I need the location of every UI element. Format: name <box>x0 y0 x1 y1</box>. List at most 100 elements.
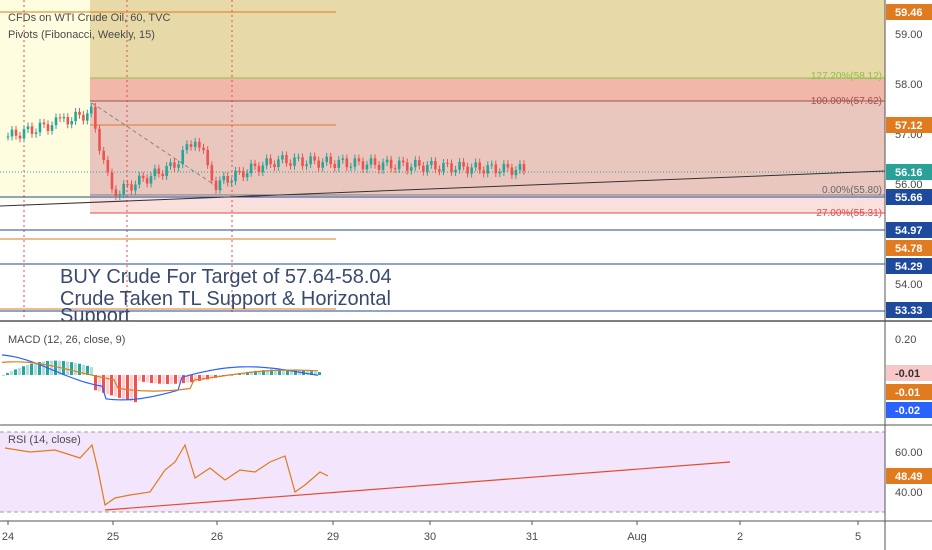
price-tag <box>886 189 932 205</box>
candle-body <box>226 176 229 183</box>
macd-histogram-bar <box>130 375 133 402</box>
time-label: 26 <box>211 531 223 543</box>
candle-body <box>289 163 292 166</box>
candle-body <box>430 160 433 165</box>
candle-body <box>357 158 361 162</box>
candle-body <box>218 180 222 190</box>
price-tag <box>886 117 932 133</box>
macd-histogram-bar <box>142 375 145 382</box>
fib-connector <box>91 102 223 191</box>
trade-annotation: BUY Crude For Target of 57.64-58.04 Crud… <box>55 266 392 327</box>
candle-body <box>462 161 465 167</box>
candle-body <box>193 141 197 147</box>
macd-histogram-bar <box>26 364 29 375</box>
macd-histogram-bar <box>310 371 313 375</box>
macd-histogram-bar <box>134 375 137 403</box>
candle-body <box>6 136 10 138</box>
candle-body <box>494 164 498 174</box>
macd-histogram-bar <box>70 362 73 375</box>
candle-body <box>206 149 209 166</box>
price-tag-label: 56.16 <box>895 167 923 179</box>
price-tag <box>886 222 932 238</box>
candle-body <box>249 163 253 174</box>
rsi-tag-label: 48.49 <box>895 471 923 483</box>
macd-tag <box>886 402 932 418</box>
macd-tag <box>886 365 932 381</box>
macd-histogram-bar <box>178 375 181 384</box>
candle-body <box>490 164 494 166</box>
macd-histogram-bar <box>194 375 197 382</box>
macd-histogram-bar <box>54 360 57 375</box>
macd-histogram-bar <box>98 375 101 392</box>
time-label: 5 <box>855 531 861 543</box>
candle-body <box>353 158 357 167</box>
candle-body <box>157 168 161 174</box>
candle-body <box>373 158 377 165</box>
candle-body <box>297 157 300 159</box>
macd-histogram-bar <box>278 369 281 375</box>
price-tag <box>886 258 932 274</box>
candle-body <box>426 164 429 172</box>
candle-body <box>165 166 168 177</box>
price-tag-label: 54.97 <box>895 225 923 237</box>
candle-body <box>82 114 85 121</box>
macd-histogram-bar <box>38 361 41 375</box>
candle-body <box>317 160 320 168</box>
time-label: 2 <box>737 531 743 543</box>
candle-body <box>42 122 46 125</box>
price-tag <box>886 164 932 180</box>
time-label: 31 <box>526 531 538 543</box>
candle-body <box>345 158 349 168</box>
candle-body <box>325 156 329 163</box>
candle-body <box>242 170 245 178</box>
macd-histogram-bar <box>170 375 173 384</box>
price-tag-label: 59.46 <box>895 7 923 19</box>
macd-pane <box>1 354 321 403</box>
time-label: 24 <box>2 531 14 543</box>
candle-body <box>418 160 421 166</box>
candle-body <box>185 144 189 151</box>
candle-body <box>234 170 237 182</box>
candle-body <box>22 129 26 139</box>
candle-body <box>478 162 481 171</box>
candle-body <box>486 165 490 174</box>
macd-histogram-bar <box>202 375 205 381</box>
candle-body <box>397 160 401 170</box>
price-tick-label: 54.00 <box>895 279 923 291</box>
candle-body <box>18 135 22 139</box>
candle-body <box>10 129 14 137</box>
macd-histogram-bar <box>262 370 265 375</box>
symbol-title: CFDs on WTI Crude Oil, 60, TVC <box>8 12 170 24</box>
candle-body <box>214 180 218 190</box>
annotation-line-3: Support <box>60 305 130 327</box>
candle-body <box>446 162 449 164</box>
macd-histogram-bar <box>82 364 85 375</box>
macd-histogram-bar <box>282 369 285 375</box>
macd-histogram-bar <box>162 375 165 384</box>
macd-histogram-bar <box>114 375 117 397</box>
candle-body <box>522 164 526 172</box>
price-tag-label: 55.66 <box>895 192 923 204</box>
rsi-tick-label: 60.00 <box>895 447 923 459</box>
macd-histogram-bar <box>50 360 53 375</box>
macd-histogram-bar <box>274 369 277 375</box>
candle-body <box>434 160 437 170</box>
macd-histogram-bar <box>126 375 129 401</box>
candle-body <box>277 159 280 168</box>
price-tag-label: 54.29 <box>895 261 923 273</box>
macd-tag-label: -0.01 <box>895 387 920 399</box>
candle-body <box>30 126 34 134</box>
candle-body <box>102 150 105 161</box>
macd-histogram-bar <box>318 372 321 375</box>
fib-label-neg27: -27.00%(55.31) <box>813 208 882 219</box>
price-candles <box>6 102 526 200</box>
candle-body <box>210 165 214 181</box>
macd-histogram-bar <box>254 370 257 375</box>
fib-label-0: 0.00%(55.80) <box>822 185 882 196</box>
candle-body <box>498 172 502 174</box>
candle-body <box>369 158 373 165</box>
candle-body <box>134 184 137 191</box>
candle-body <box>502 163 506 173</box>
macd-histogram-bar <box>94 375 97 391</box>
